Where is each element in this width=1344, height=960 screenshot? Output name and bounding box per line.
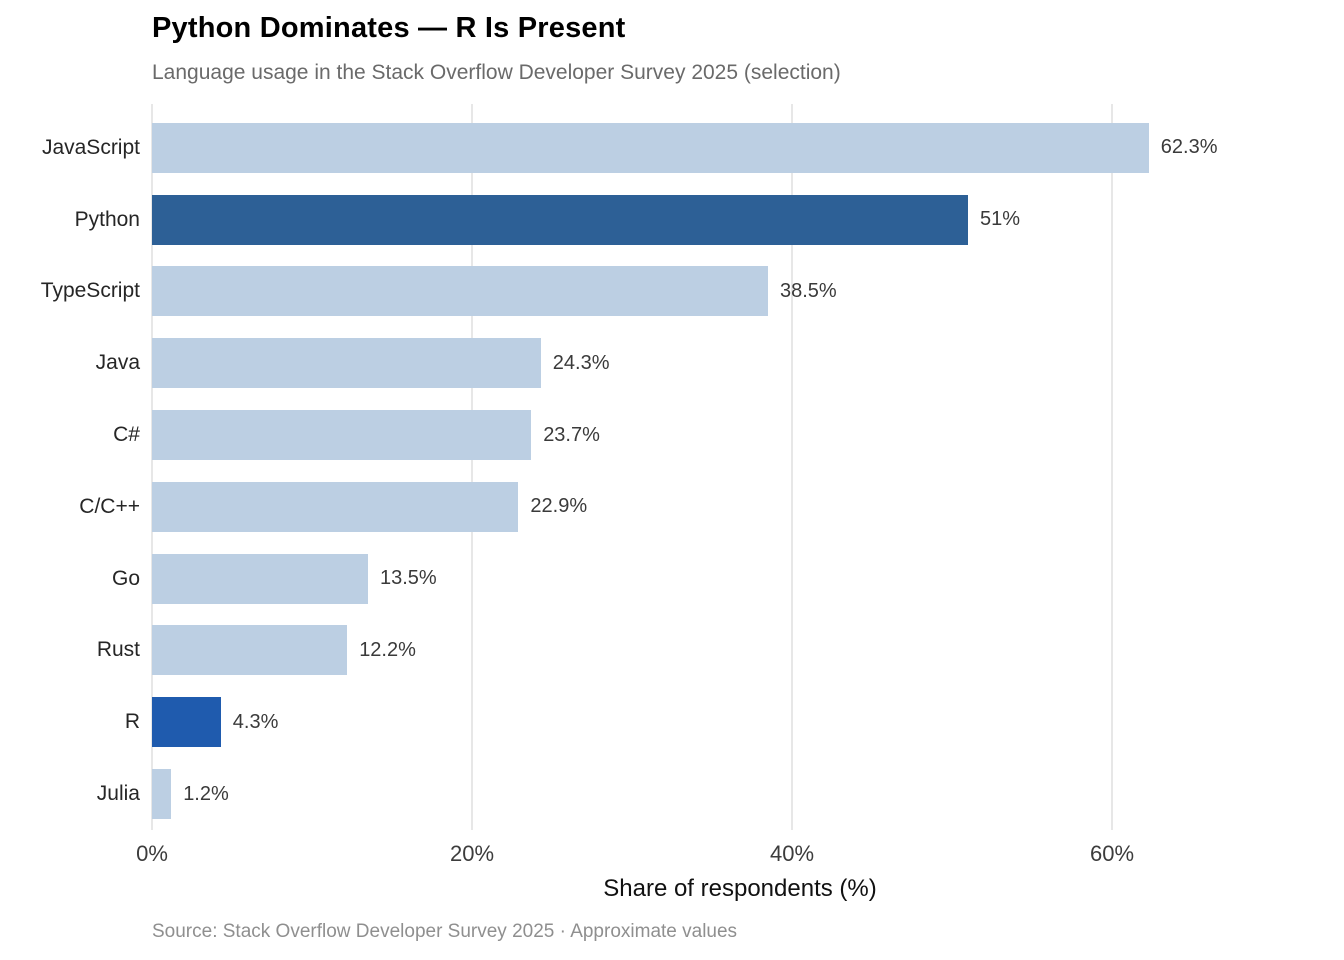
bar-javascript [152,122,1149,173]
bar-row: Go 13.5% [112,543,1328,615]
value-label: 51% [980,208,1021,231]
bar-row: Rust 12.2% [97,615,1328,687]
bar-row: Java 24.3% [96,327,1328,399]
bar-typescript [152,266,768,317]
x-tick-label: 0% [136,841,168,866]
category-label: Julia [96,782,140,806]
value-label: 4.3% [232,710,279,733]
value-label: 38.5% [780,279,837,302]
bar-row: C/C++ 22.9% [79,471,1328,543]
category-label: JavaScript [41,135,140,159]
bar-julia [152,769,172,820]
bar-c- [152,410,532,461]
bar-c-c- [152,481,519,532]
category-label: Go [111,566,140,590]
category-label: Rust [96,638,140,662]
bar-row: R 4.3% [125,686,1328,758]
value-label: 22.9% [530,495,588,518]
bar-row: Python 51% [75,184,1328,256]
bar-row: C# 23.7% [113,399,1328,471]
category-label: R [124,710,140,734]
value-label: 1.2% [183,782,229,805]
category-label: C/C++ [79,494,140,518]
category-label: Java [95,351,140,375]
value-label: 13.5% [380,567,437,590]
bar-row: TypeScript 38.5% [41,256,1328,328]
category-label: TypeScript [40,279,140,303]
chart-title: Python Dominates — R Is Present [152,12,626,44]
gridline [791,104,793,830]
x-tick-label: 60% [1089,841,1135,866]
gridline [1111,104,1113,830]
bar-python [152,194,968,245]
bar-rust [152,625,348,676]
gridline [151,104,153,830]
bar-row: Julia 1.2% [97,758,1328,830]
bar-java [152,338,541,389]
source-note: Source: Stack Overflow Developer Survey … [152,921,738,942]
value-label: 24.3% [552,351,610,374]
bar-r [152,697,221,748]
bar-row: JavaScript 62.3% [42,112,1328,184]
chart-subtitle: Language usage in the Stack Overflow Dev… [152,61,841,84]
bar-go [152,553,368,604]
gridline [471,104,473,830]
bar-rows: JavaScript 62.3% Python 51% TypeScript 38.5% J… [41,112,1328,830]
plot-area: JavaScript 62.3% Python 51% TypeScript 38.5% J… [41,104,1328,830]
category-label: Python [74,207,140,231]
x-tick-label: 40% [769,841,815,866]
category-label: C# [113,423,140,447]
value-label: 12.2% [359,638,416,661]
value-label: 23.7% [543,423,600,446]
x-axis-label: Share of respondents (%) [603,875,877,902]
value-label: 62.3% [1160,136,1218,159]
x-tick-label: 20% [449,841,495,866]
